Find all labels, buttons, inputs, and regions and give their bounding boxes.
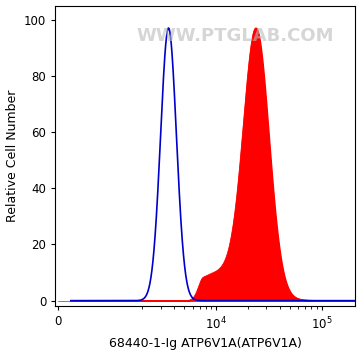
Y-axis label: Relative Cell Number: Relative Cell Number [5,90,18,222]
Text: WWW.PTGLAB.COM: WWW.PTGLAB.COM [137,27,334,44]
X-axis label: 68440-1-Ig ATP6V1A(ATP6V1A): 68440-1-Ig ATP6V1A(ATP6V1A) [109,337,302,350]
